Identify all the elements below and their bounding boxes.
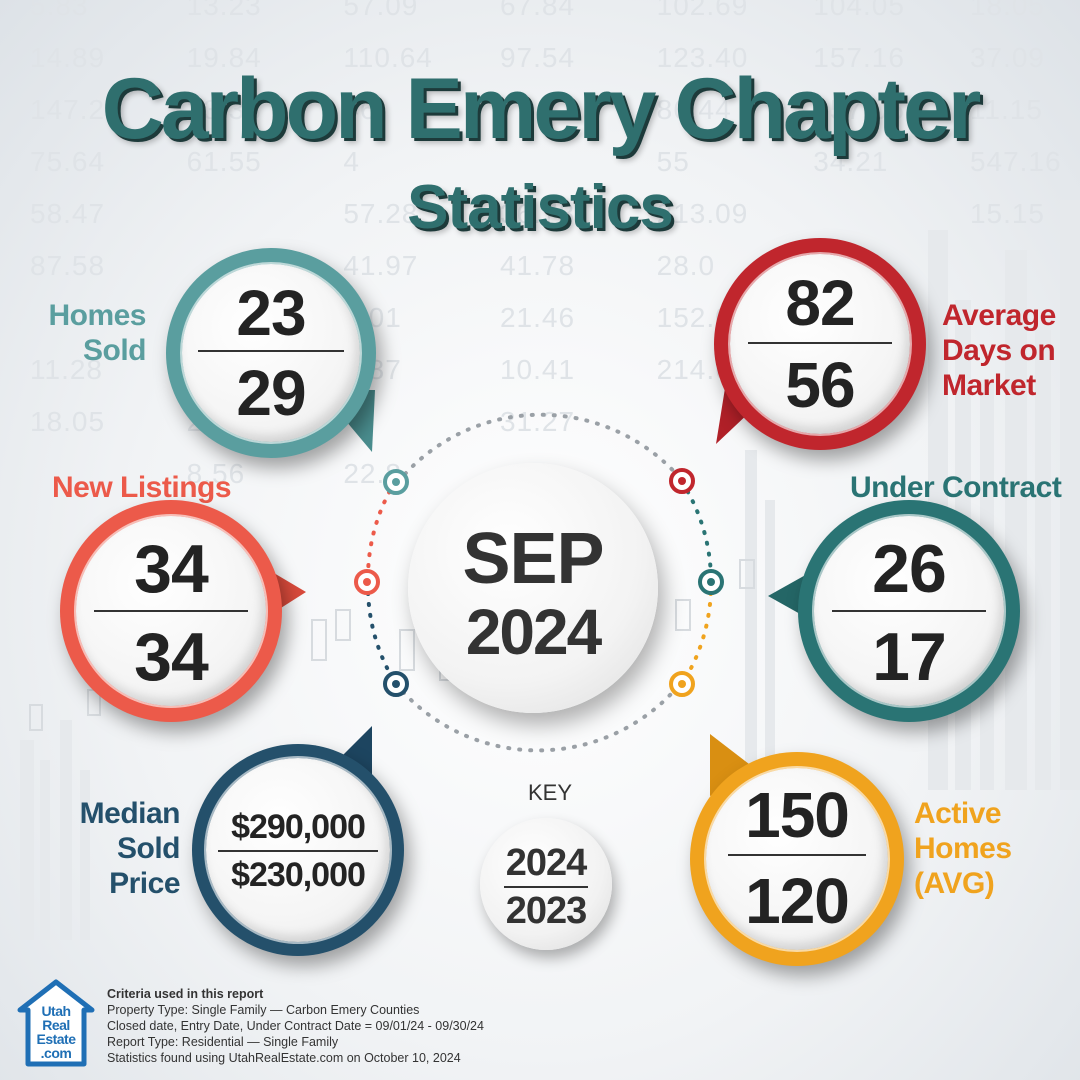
avg-days-bubble: 82 56 — [714, 238, 926, 450]
active-homes-divider — [728, 854, 866, 856]
new-listings-current: 34 — [134, 531, 209, 607]
new-listings-previous: 34 — [134, 619, 209, 695]
house-icon — [17, 979, 95, 1067]
key-bubble: 2024 2023 — [480, 818, 612, 950]
homes-sold-previous: 29 — [236, 357, 306, 429]
center-period-bubble: SEP 2024 — [408, 463, 658, 713]
homes-sold-bubble: 23 29 — [166, 248, 376, 458]
criteria-line: Statistics found using UtahRealEstate.co… — [107, 1051, 461, 1065]
median-price-bubble: $290,000 $230,000 — [192, 744, 404, 956]
median-price-label: Median Sold Price — [79, 797, 181, 900]
criteria-notes: Criteria used in this report Property Ty… — [107, 986, 484, 1066]
homes-sold-label: Homes Sold — [48, 299, 146, 367]
criteria-line: Report Type: Residential — Single Family — [107, 1035, 339, 1049]
key-divider — [504, 886, 588, 888]
period-month: SEP — [462, 519, 604, 599]
avg-days-label: Average Days on Market — [942, 299, 1056, 402]
under-contract-divider — [832, 610, 986, 612]
homes-sold-divider — [198, 350, 344, 352]
avg-days-previous: 56 — [785, 349, 855, 421]
key-previous-year: 2023 — [505, 890, 588, 932]
median-price-previous: $230,000 — [231, 856, 366, 894]
median-price-divider — [218, 850, 378, 852]
key-current-year: 2024 — [505, 842, 588, 884]
active-homes-previous: 120 — [745, 865, 850, 937]
under-contract-bubble: 26 17 — [798, 500, 1020, 722]
under-contract-current: 26 — [872, 531, 947, 607]
active-homes-label: Active Homes (AVG) — [914, 797, 1012, 900]
under-contract-previous: 17 — [872, 619, 947, 695]
period-year: 2024 — [465, 596, 602, 668]
criteria-line: Closed date, Entry Date, Under Contract … — [107, 1019, 484, 1033]
active-homes-current: 150 — [745, 779, 850, 851]
avg-days-divider — [748, 342, 892, 344]
median-price-current: $290,000 — [231, 808, 366, 846]
under-contract-label: Under Contract — [850, 471, 1062, 504]
page-title: Carbon Emery Chapter — [101, 61, 982, 157]
criteria-line: Property Type: Single Family — Carbon Em… — [107, 1003, 420, 1017]
avg-days-current: 82 — [785, 267, 855, 339]
active-homes-bubble: 150 120 — [690, 752, 904, 966]
new-listings-label: New Listings — [52, 471, 232, 504]
key-label: KEY — [527, 780, 573, 805]
homes-sold-current: 23 — [236, 277, 306, 349]
page-subtitle: Statistics — [407, 173, 674, 242]
utah-real-estate-logo: Utah Real Estate .com — [16, 978, 96, 1068]
new-listings-bubble: 34 34 — [60, 500, 282, 722]
criteria-heading: Criteria used in this report — [107, 987, 264, 1001]
new-listings-divider — [94, 610, 248, 612]
